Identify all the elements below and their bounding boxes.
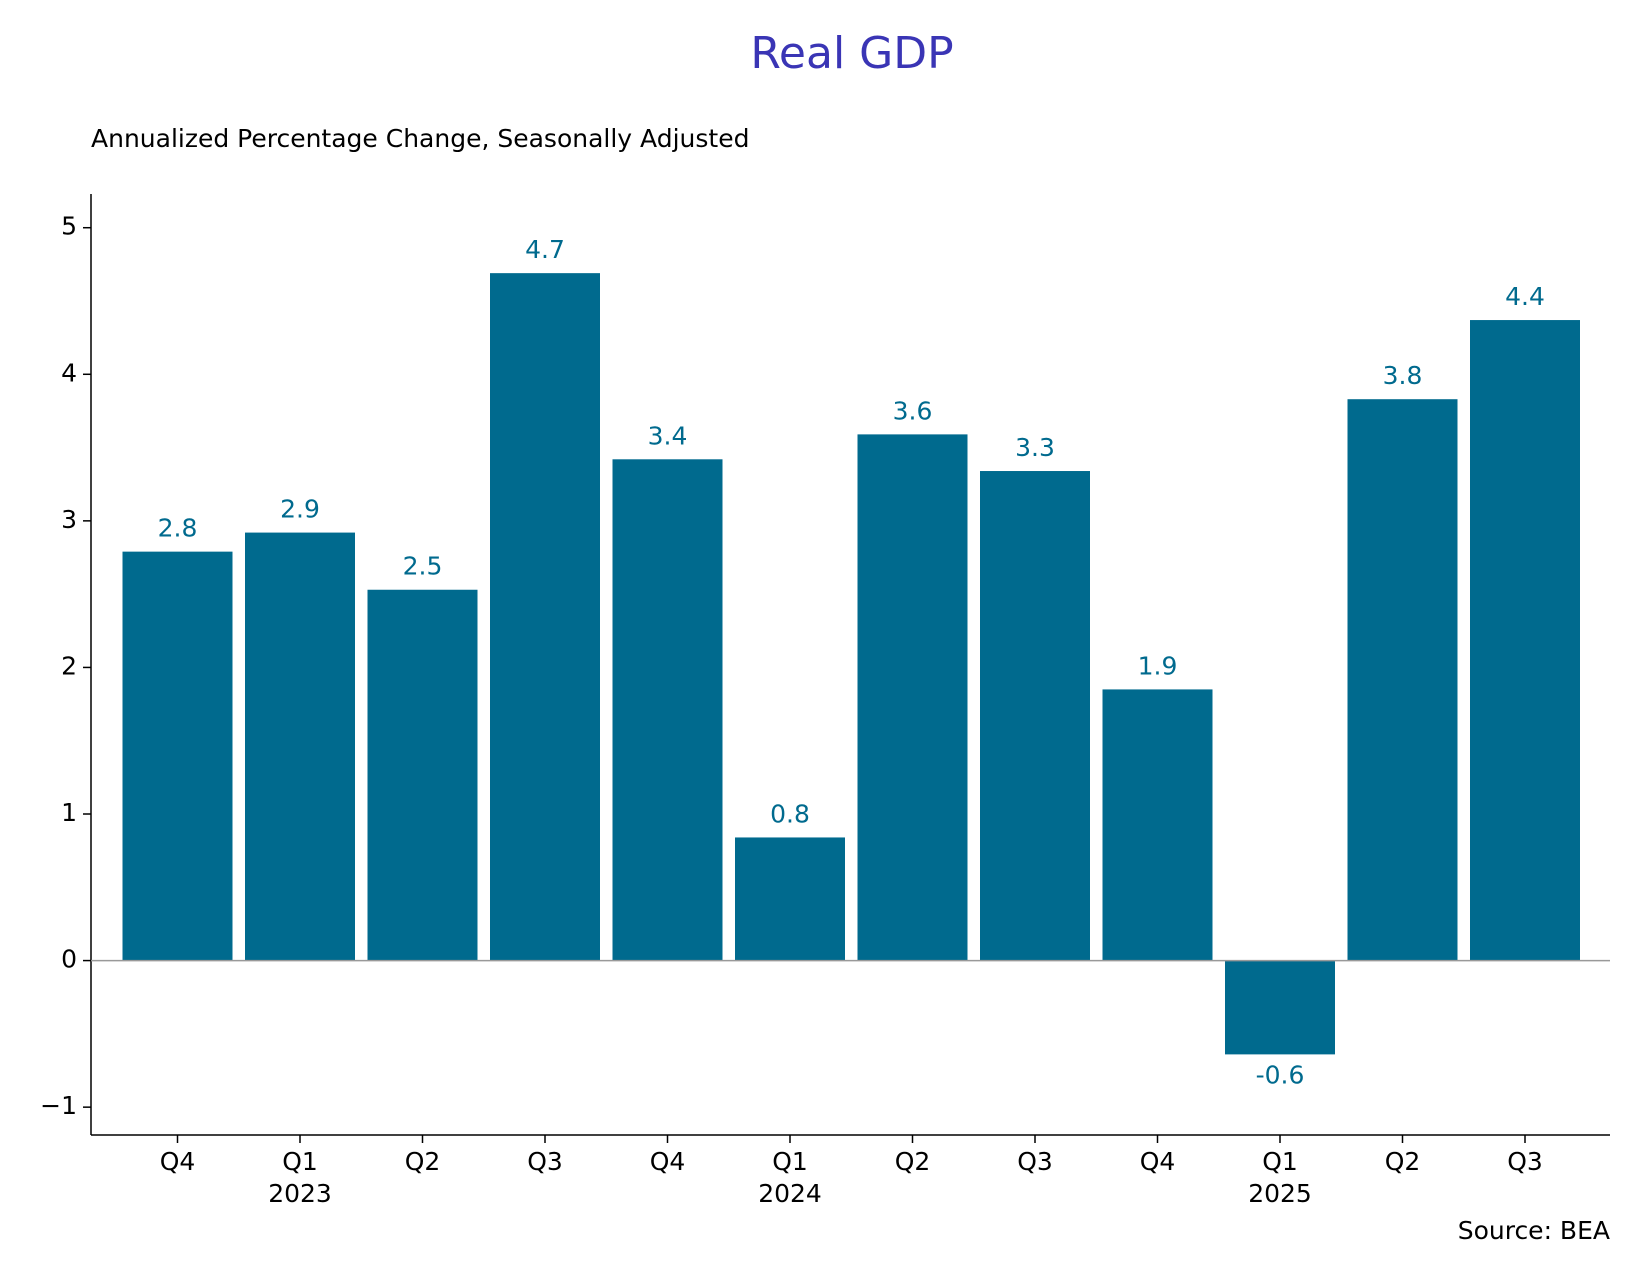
value-label: 3.8	[1383, 361, 1423, 390]
value-label: 1.9	[1138, 651, 1178, 680]
source-note: Source: BEA	[1458, 1216, 1610, 1245]
x-tick-label: Q3	[1017, 1147, 1053, 1176]
bar	[1102, 689, 1213, 961]
value-label: 2.5	[403, 552, 443, 581]
value-label: 3.4	[648, 421, 688, 450]
y-tick-label: −1	[40, 1091, 77, 1120]
x-tick-label: Q1	[772, 1147, 808, 1176]
bar	[245, 532, 355, 961]
bar	[1347, 399, 1458, 961]
y-tick-label: 3	[61, 505, 77, 534]
chart-title: Real GDP	[750, 28, 953, 79]
x-tick-label: Q2	[1385, 1147, 1421, 1176]
value-label: 4.7	[525, 235, 565, 264]
x-group-label: 2025	[1248, 1179, 1312, 1208]
y-tick-label: 0	[61, 945, 77, 974]
x-group-label: 2024	[758, 1179, 822, 1208]
chart-subtitle: Annualized Percentage Change, Seasonally…	[91, 124, 749, 153]
x-tick-label: Q2	[895, 1147, 931, 1176]
value-label: -0.6	[1256, 1060, 1305, 1089]
bar	[612, 459, 723, 961]
bar	[1225, 960, 1335, 1055]
value-label: 4.4	[1505, 282, 1545, 311]
x-group-label: 2023	[268, 1179, 332, 1208]
x-tick-label: Q1	[282, 1147, 318, 1176]
x-tick-label: Q4	[650, 1147, 686, 1176]
x-tick-label: Q2	[405, 1147, 441, 1176]
x-tick-label: Q1	[1262, 1147, 1298, 1176]
y-tick-label: 1	[61, 798, 77, 827]
value-label: 2.8	[158, 514, 198, 543]
value-label: 3.6	[893, 396, 933, 425]
x-tick-label: Q4	[160, 1147, 196, 1176]
bar	[735, 837, 845, 961]
x-tick-label: Q3	[527, 1147, 563, 1176]
value-label: 2.9	[280, 495, 320, 524]
x-tick-label: Q4	[1140, 1147, 1176, 1176]
x-tick-label: Q3	[1507, 1147, 1543, 1176]
value-label: 3.3	[1015, 433, 1055, 462]
bar	[367, 589, 478, 961]
y-tick-label: 4	[61, 358, 77, 387]
bar	[122, 551, 233, 961]
bar	[1470, 320, 1580, 961]
bar	[857, 434, 968, 961]
bar	[490, 273, 600, 961]
bar	[980, 471, 1090, 961]
value-label: 0.8	[770, 799, 810, 828]
y-tick-label: 5	[61, 212, 77, 241]
y-tick-label: 2	[61, 651, 77, 680]
